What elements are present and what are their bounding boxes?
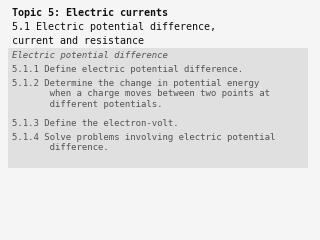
Text: 5.1.4 Solve problems involving electric potential
       difference.: 5.1.4 Solve problems involving electric … xyxy=(12,133,276,152)
Text: Electric potential difference: Electric potential difference xyxy=(12,51,168,60)
Text: current and resistance: current and resistance xyxy=(12,36,144,46)
Text: 5.1 Electric potential difference,: 5.1 Electric potential difference, xyxy=(12,22,216,32)
Text: 5.1.1 Define electric potential difference.: 5.1.1 Define electric potential differen… xyxy=(12,65,243,74)
Text: 5.1.3 Define the electron-volt.: 5.1.3 Define the electron-volt. xyxy=(12,119,179,128)
Text: 5.1.2 Determine the change in potential energy
       when a charge moves betwee: 5.1.2 Determine the change in potential … xyxy=(12,79,270,109)
Text: Topic 5: Electric currents: Topic 5: Electric currents xyxy=(12,8,168,18)
